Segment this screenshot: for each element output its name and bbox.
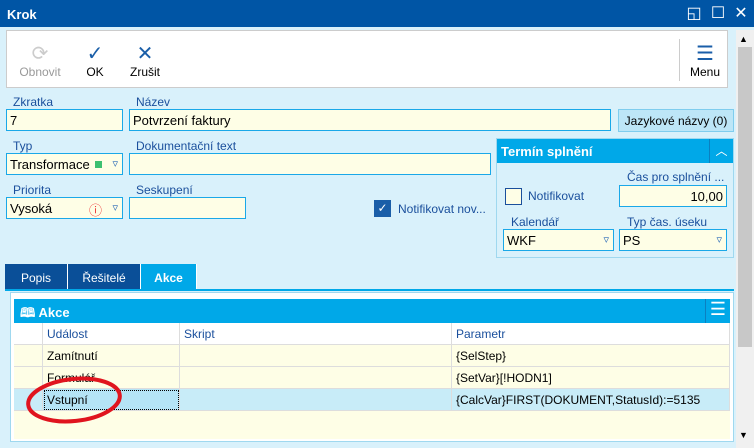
menu-button[interactable]: ☰ Menu	[687, 41, 723, 79]
notify-checkbox[interactable]	[505, 188, 522, 205]
zkratka-label: Zkratka	[13, 95, 54, 109]
period-label: Typ čas. úseku	[627, 215, 708, 229]
close-icon[interactable]: ✕	[734, 5, 748, 22]
calendar-value: WKF	[507, 233, 536, 248]
row-indicator[interactable]	[14, 389, 43, 411]
grid-title: Akce	[38, 305, 70, 320]
scrollbar-thumb[interactable]	[738, 47, 752, 347]
deadline-title: Termín splnění	[497, 139, 733, 163]
toolbar: ⟳ Obnovit ✓ OK ✕ Zrušit ☰ Menu	[6, 30, 728, 88]
status-square-icon	[95, 161, 102, 168]
nazev-input[interactable]: Potvrzení faktury	[129, 109, 611, 131]
cell-udalost[interactable]: Formulář	[43, 367, 180, 389]
cell-skript[interactable]	[180, 367, 452, 389]
cell-skript[interactable]	[180, 345, 452, 367]
window-title: Krok	[0, 0, 754, 27]
typ-value: Transformace	[10, 157, 90, 172]
column-header-parametr[interactable]: Parametr	[452, 323, 730, 345]
row-indicator[interactable]	[14, 345, 43, 367]
menu-label: Menu	[689, 65, 721, 79]
cancel-button[interactable]: ✕ Zrušit	[127, 41, 163, 79]
calendar-select[interactable]: WKF ▿	[503, 229, 614, 251]
tab-akce[interactable]: Akce	[141, 264, 197, 290]
actions-grid: 🕮 Akce ☰ Událost Skript Parametr Zamítnu…	[10, 292, 734, 442]
tab-popis[interactable]: Popis	[5, 264, 68, 290]
cell-udalost[interactable]: Zamítnutí	[43, 345, 180, 367]
typ-label: Typ	[13, 139, 33, 153]
notify-new-checkbox[interactable]: ✓	[374, 200, 391, 217]
column-header-udalost[interactable]: Událost	[43, 323, 180, 345]
ok-button[interactable]: ✓ OK	[81, 41, 109, 79]
grid-header: 🕮 Akce	[14, 299, 730, 323]
cell-parametr[interactable]: {CalcVar}FIRST(DOKUMENT,StatusId):=5135	[452, 389, 730, 411]
book-icon: 🕮	[20, 305, 36, 320]
priorita-value: Vysoká	[10, 201, 53, 216]
column-header-skript[interactable]: Skript	[180, 323, 452, 345]
doc-input[interactable]	[129, 153, 491, 175]
refresh-button[interactable]: ⟳ Obnovit	[17, 41, 63, 79]
ok-label: OK	[86, 65, 104, 79]
priorita-select[interactable]: Vysoká ⓘ ▿	[6, 197, 123, 219]
notify-new-label: Notifikovat nov...	[398, 202, 486, 216]
period-value: PS	[623, 233, 641, 248]
warning-icon: ⓘ	[88, 203, 102, 218]
grid-menu-icon[interactable]: ☰	[705, 299, 730, 323]
deadline-panel: Termín splnění ︿ Čas pro splnění ... Not…	[496, 138, 734, 258]
check-icon: ✓	[86, 43, 104, 65]
cell-parametr[interactable]: {SetVar}[!HODN1]	[452, 367, 730, 389]
refresh-icon: ⟳	[31, 43, 49, 65]
cell-parametr[interactable]: {SelStep}	[452, 345, 730, 367]
calendar-label: Kalendář	[511, 215, 560, 229]
notify-label: Notifikovat	[528, 189, 585, 203]
maximize-icon[interactable]: ☐	[710, 5, 726, 22]
row-indicator[interactable]	[14, 367, 43, 389]
time-input[interactable]: 10,00	[619, 185, 727, 207]
zkratka-input[interactable]: 7	[6, 109, 123, 131]
time-label: Čas pro splnění ...	[627, 170, 725, 184]
cell-skript[interactable]	[180, 389, 452, 411]
dropdown-icon[interactable]: ▿	[112, 202, 118, 214]
restore-icon[interactable]: ◱	[686, 5, 702, 22]
doc-label: Dokumentační text	[136, 139, 237, 153]
nazev-label: Název	[136, 95, 171, 109]
cancel-label: Zrušit	[130, 65, 160, 79]
cell-udalost[interactable]: Vstupní	[43, 389, 180, 411]
seskupeni-label: Seskupení	[136, 183, 193, 197]
typ-select[interactable]: Transformace ▿	[6, 153, 123, 175]
collapse-icon[interactable]: ︿	[709, 139, 733, 163]
period-select[interactable]: PS ▿	[619, 229, 727, 251]
hamburger-icon: ☰	[696, 43, 714, 65]
seskupeni-input[interactable]	[129, 197, 246, 219]
tab-resitele[interactable]: Řešitelé	[68, 264, 141, 290]
scrollbar[interactable]: ▲ ▼	[736, 30, 754, 448]
priorita-label: Priorita	[13, 183, 52, 197]
dropdown-icon[interactable]: ▿	[112, 158, 118, 170]
x-icon: ✕	[136, 43, 154, 65]
dropdown-icon[interactable]: ▿	[603, 234, 609, 246]
dropdown-icon[interactable]: ▿	[716, 234, 722, 246]
refresh-label: Obnovit	[19, 65, 61, 79]
language-names-button[interactable]: Jazykové názvy (0)	[618, 109, 734, 132]
